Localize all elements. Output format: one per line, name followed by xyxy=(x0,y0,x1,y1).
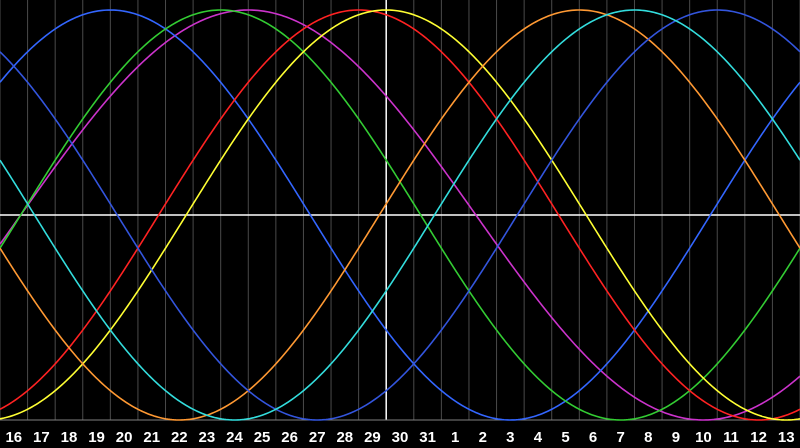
x-axis-tick-19: 19 xyxy=(88,429,105,446)
x-axis-tick-26: 26 xyxy=(281,429,298,446)
x-axis-tick-12: 12 xyxy=(750,429,767,446)
x-axis-tick-25: 25 xyxy=(254,429,271,446)
x-axis-tick-16: 16 xyxy=(5,429,22,446)
x-axis-tick-13: 13 xyxy=(778,429,795,446)
x-axis-tick-31: 31 xyxy=(419,429,436,446)
x-axis-tick-4: 4 xyxy=(534,429,542,446)
x-axis-tick-22: 22 xyxy=(171,429,188,446)
x-axis-tick-8: 8 xyxy=(644,429,652,446)
x-axis-tick-23: 23 xyxy=(199,429,216,446)
x-axis-tick-24: 24 xyxy=(226,429,243,446)
x-axis-tick-18: 18 xyxy=(61,429,78,446)
x-axis-tick-2: 2 xyxy=(479,429,487,446)
x-axis-tick-28: 28 xyxy=(336,429,353,446)
x-axis-tick-10: 10 xyxy=(695,429,712,446)
chart-svg xyxy=(0,0,800,448)
x-axis-tick-9: 9 xyxy=(672,429,680,446)
biorhythm-chart: 16 17 18 19 20 21 22 23 24 25 26 27 28 29 30 31 1 2 3 4 5 6 7 8… xyxy=(0,0,800,448)
x-axis-tick-29: 29 xyxy=(364,429,381,446)
x-axis-tick-17: 17 xyxy=(33,429,50,446)
x-axis-tick-7: 7 xyxy=(617,429,625,446)
x-axis-tick-21: 21 xyxy=(143,429,160,446)
x-axis-tick-30: 30 xyxy=(392,429,409,446)
x-axis-tick-11: 11 xyxy=(723,429,739,446)
x-axis-tick-27: 27 xyxy=(309,429,326,446)
x-axis-tick-1: 1 xyxy=(451,429,459,446)
x-axis-tick-20: 20 xyxy=(116,429,133,446)
x-axis-tick-5: 5 xyxy=(561,429,569,446)
x-axis-tick-3: 3 xyxy=(506,429,514,446)
x-axis-tick-6: 6 xyxy=(589,429,597,446)
